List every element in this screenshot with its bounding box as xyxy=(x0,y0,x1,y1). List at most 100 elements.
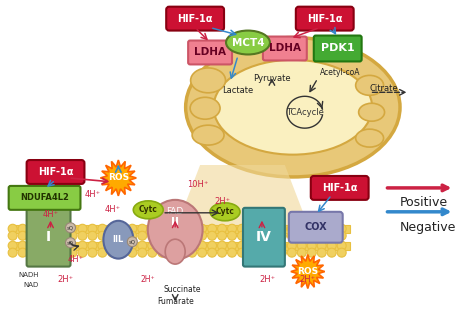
Text: 2H⁺: 2H⁺ xyxy=(141,275,155,284)
Text: PDK1: PDK1 xyxy=(321,43,355,53)
Circle shape xyxy=(247,248,256,257)
Circle shape xyxy=(287,231,296,240)
Circle shape xyxy=(188,241,197,250)
Text: MCT4: MCT4 xyxy=(232,37,264,47)
Circle shape xyxy=(178,248,187,257)
Text: I: I xyxy=(46,230,51,244)
Circle shape xyxy=(28,248,37,257)
Text: ROS: ROS xyxy=(108,173,129,182)
FancyBboxPatch shape xyxy=(166,7,224,31)
Circle shape xyxy=(198,248,207,257)
FancyBboxPatch shape xyxy=(11,242,350,249)
Circle shape xyxy=(237,241,246,250)
Circle shape xyxy=(327,224,336,233)
Ellipse shape xyxy=(210,203,240,221)
Circle shape xyxy=(277,224,286,233)
Text: 4H⁺: 4H⁺ xyxy=(67,255,83,264)
Circle shape xyxy=(58,231,67,240)
Circle shape xyxy=(148,248,157,257)
Circle shape xyxy=(267,248,276,257)
Circle shape xyxy=(168,248,177,257)
Circle shape xyxy=(168,224,177,233)
Text: TCAcycle: TCAcycle xyxy=(286,108,324,117)
Text: 4H⁺: 4H⁺ xyxy=(104,205,120,214)
Circle shape xyxy=(208,248,217,257)
Circle shape xyxy=(277,248,286,257)
Circle shape xyxy=(138,248,147,257)
Ellipse shape xyxy=(192,125,224,145)
Circle shape xyxy=(178,241,187,250)
Text: Acetyl-coA: Acetyl-coA xyxy=(320,68,360,77)
FancyBboxPatch shape xyxy=(9,186,81,210)
Text: IV: IV xyxy=(256,230,272,244)
Circle shape xyxy=(18,231,27,240)
Circle shape xyxy=(158,224,167,233)
Circle shape xyxy=(18,224,27,233)
Circle shape xyxy=(267,231,276,240)
Circle shape xyxy=(198,231,207,240)
Text: HIF-1α: HIF-1α xyxy=(307,14,343,24)
Circle shape xyxy=(307,224,316,233)
Text: Pyruvate: Pyruvate xyxy=(253,74,291,83)
Circle shape xyxy=(98,224,107,233)
Circle shape xyxy=(257,224,266,233)
Circle shape xyxy=(28,231,37,240)
Circle shape xyxy=(208,241,217,250)
FancyBboxPatch shape xyxy=(188,40,232,64)
Text: Lactate: Lactate xyxy=(222,86,254,95)
Circle shape xyxy=(287,248,296,257)
Circle shape xyxy=(208,224,217,233)
Circle shape xyxy=(108,241,117,250)
Circle shape xyxy=(8,224,17,233)
Circle shape xyxy=(128,224,137,233)
Circle shape xyxy=(18,241,27,250)
Circle shape xyxy=(257,248,266,257)
FancyBboxPatch shape xyxy=(314,35,362,61)
Circle shape xyxy=(228,231,237,240)
Circle shape xyxy=(257,231,266,240)
Circle shape xyxy=(8,248,17,257)
Circle shape xyxy=(237,224,246,233)
Circle shape xyxy=(228,248,237,257)
Ellipse shape xyxy=(213,60,372,155)
Circle shape xyxy=(138,231,147,240)
Circle shape xyxy=(48,241,57,250)
Circle shape xyxy=(287,241,296,250)
Circle shape xyxy=(78,248,87,257)
Circle shape xyxy=(168,231,177,240)
Text: 2H⁺: 2H⁺ xyxy=(214,197,230,206)
Circle shape xyxy=(317,231,326,240)
Text: Fumarate: Fumarate xyxy=(157,297,193,306)
Circle shape xyxy=(178,231,187,240)
Text: Cytc: Cytc xyxy=(216,207,235,216)
Circle shape xyxy=(8,231,17,240)
Circle shape xyxy=(128,241,137,250)
Circle shape xyxy=(58,241,67,250)
Circle shape xyxy=(138,224,147,233)
Text: Cytc: Cytc xyxy=(139,205,158,214)
Circle shape xyxy=(98,241,107,250)
FancyBboxPatch shape xyxy=(289,212,343,243)
Text: 4H⁺: 4H⁺ xyxy=(43,210,59,219)
Circle shape xyxy=(257,241,266,250)
Circle shape xyxy=(158,248,167,257)
Text: LDHA: LDHA xyxy=(269,43,301,53)
Circle shape xyxy=(148,224,157,233)
Circle shape xyxy=(317,248,326,257)
Text: Negative: Negative xyxy=(400,221,456,234)
Circle shape xyxy=(68,231,77,240)
Text: Succinate: Succinate xyxy=(163,285,201,294)
Text: II: II xyxy=(171,217,179,227)
Circle shape xyxy=(68,224,77,233)
Circle shape xyxy=(18,248,27,257)
Circle shape xyxy=(148,231,157,240)
Circle shape xyxy=(297,224,306,233)
Circle shape xyxy=(337,241,346,250)
Text: 2H⁺: 2H⁺ xyxy=(300,275,316,284)
Circle shape xyxy=(118,241,127,250)
Circle shape xyxy=(28,224,37,233)
Text: 2H⁺: 2H⁺ xyxy=(260,275,276,284)
Circle shape xyxy=(88,248,97,257)
Circle shape xyxy=(118,248,127,257)
Circle shape xyxy=(118,231,127,240)
